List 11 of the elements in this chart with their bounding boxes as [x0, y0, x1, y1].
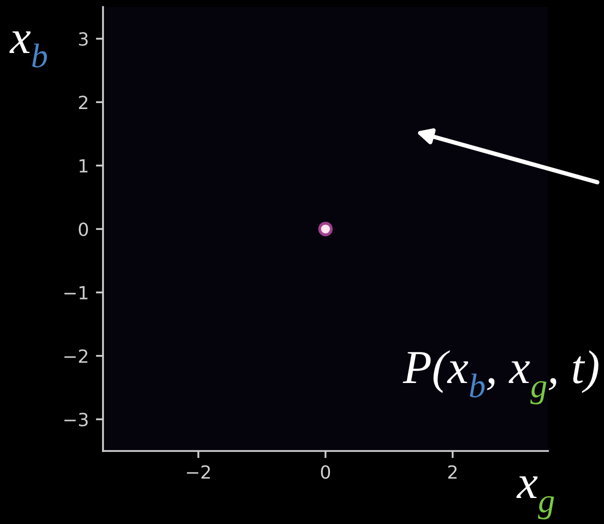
y-tick-label: 3: [79, 32, 88, 46]
x-tick-label: 2: [448, 465, 457, 479]
y-tick-label: −1: [64, 286, 88, 300]
y-tick-label: 1: [80, 159, 88, 172]
y-tick-label: 2: [78, 96, 88, 110]
x-tick-label: −2: [186, 465, 210, 479]
x-tick-label: 0: [320, 465, 330, 479]
x-axis-title: xg: [516, 476, 554, 520]
y-tick-label: −2: [64, 349, 88, 363]
y-tick-label: −3: [64, 412, 88, 426]
y-tick-label: 0: [78, 222, 88, 236]
